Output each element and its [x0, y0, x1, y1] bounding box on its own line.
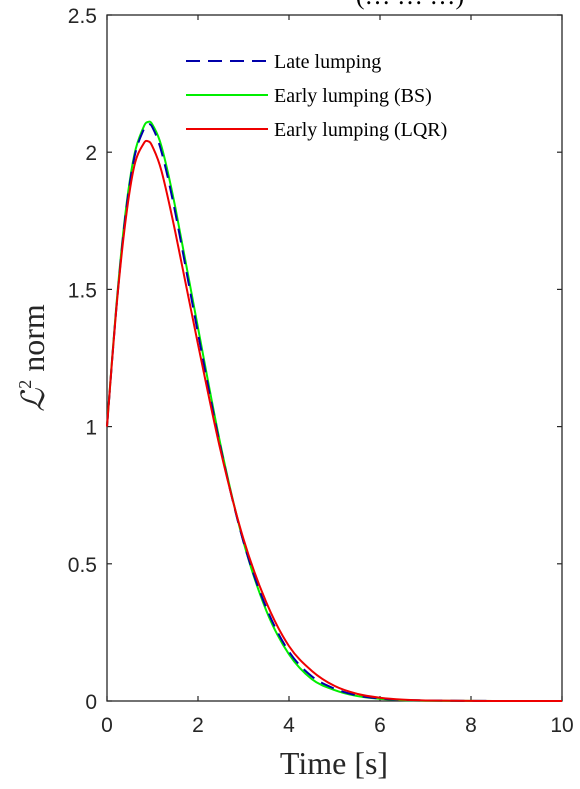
y-tick-label: 0.5	[68, 554, 97, 577]
legend: Late lumping Early lumping (BS) Early lump…	[186, 51, 447, 141]
x-tick-label: 0	[101, 714, 113, 737]
y-axis-label-sup: 2	[15, 380, 35, 389]
y-tick-labels: 0 0.5 1 1.5 2 2.5	[68, 5, 97, 714]
x-tick-labels: 0 2 4 6 8 10	[101, 714, 574, 737]
series-line-early-lumping-lqr	[106, 139, 563, 702]
axis-ticks	[106, 14, 563, 702]
y-axis-label-script: ℒ	[15, 388, 51, 412]
svg-text:ℒ2norm: ℒ2 norm	[15, 304, 51, 412]
y-tick-label: 1.5	[68, 279, 97, 302]
x-axis-label: Time [s]	[280, 745, 388, 781]
x-tick-label: 10	[550, 714, 573, 737]
y-axis-label: ℒ2 norm	[15, 304, 51, 412]
y-tick-label: 0	[85, 691, 97, 714]
legend-label: Early lumping (LQR)	[274, 119, 447, 141]
series-lines	[106, 120, 563, 702]
x-tick-label: 8	[465, 714, 477, 737]
y-tick-label: 1	[85, 417, 97, 440]
y-tick-label: 2	[85, 142, 97, 165]
x-tick-label: 2	[192, 714, 204, 737]
y-axis-label-rest: norm	[15, 304, 51, 372]
legend-label: Late lumping	[274, 51, 381, 73]
series-line-late-lumping	[106, 123, 563, 702]
x-tick-label: 6	[374, 714, 386, 737]
chart-title: (… … …)	[356, 0, 464, 10]
plot-area-frame	[106, 14, 563, 702]
legend-label: Early lumping (BS)	[274, 85, 432, 107]
x-tick-label: 4	[283, 714, 295, 737]
y-tick-label: 2.5	[68, 5, 97, 28]
